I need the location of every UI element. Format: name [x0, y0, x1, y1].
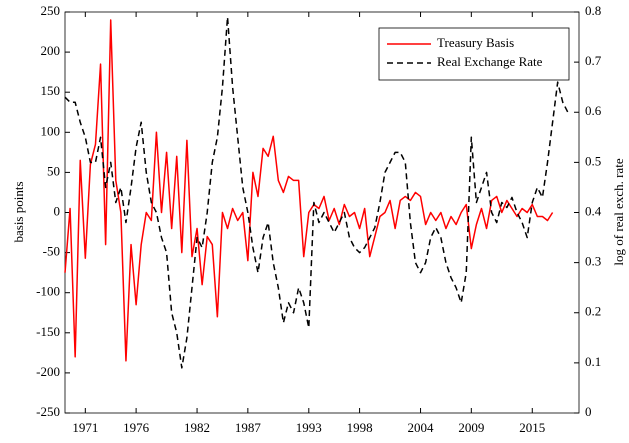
legend-label: Real Exchange Rate [437, 54, 543, 69]
y2-tick-label: 0.1 [585, 354, 601, 369]
y-tick-label: 150 [41, 83, 61, 98]
y-tick-label: 0 [54, 203, 61, 218]
y2-axis-label: log of real exch. rate [611, 158, 626, 265]
x-tick-label: 1976 [123, 420, 150, 435]
y-tick-label: -150 [36, 324, 60, 339]
x-tick-label: 1987 [235, 420, 262, 435]
y-tick-label: -100 [36, 284, 60, 299]
x-tick-label: 1998 [347, 420, 373, 435]
y2-tick-label: 0.8 [585, 3, 601, 18]
series-line [64, 16, 569, 369]
y2-tick-label: 0.6 [585, 103, 602, 118]
y-tick-label: -250 [36, 404, 60, 419]
series-line [64, 19, 554, 362]
y-tick-label: 100 [41, 123, 61, 138]
x-tick-label: 1971 [72, 420, 98, 435]
x-tick-label: 2009 [458, 420, 484, 435]
y2-tick-label: 0 [585, 404, 592, 419]
x-tick-label: 1982 [184, 420, 210, 435]
legend-box [378, 27, 570, 81]
x-tick-label: 1993 [296, 420, 322, 435]
y-tick-label: 200 [41, 43, 61, 58]
y2-tick-label: 0.4 [585, 203, 602, 218]
y-axis-label: basis points [11, 181, 26, 242]
y-tick-label: 250 [41, 3, 61, 18]
x-tick-label: 2015 [519, 420, 545, 435]
y-tick-label: -50 [43, 244, 60, 259]
x-tick-label: 2004 [408, 420, 435, 435]
legend-label: Treasury Basis [437, 35, 514, 50]
y-tick-label: -200 [36, 364, 60, 379]
y-tick-label: 50 [47, 163, 60, 178]
y2-tick-label: 0.2 [585, 304, 601, 319]
y2-tick-label: 0.5 [585, 153, 601, 168]
y2-tick-label: 0.7 [585, 53, 602, 68]
y2-tick-label: 0.3 [585, 254, 601, 269]
